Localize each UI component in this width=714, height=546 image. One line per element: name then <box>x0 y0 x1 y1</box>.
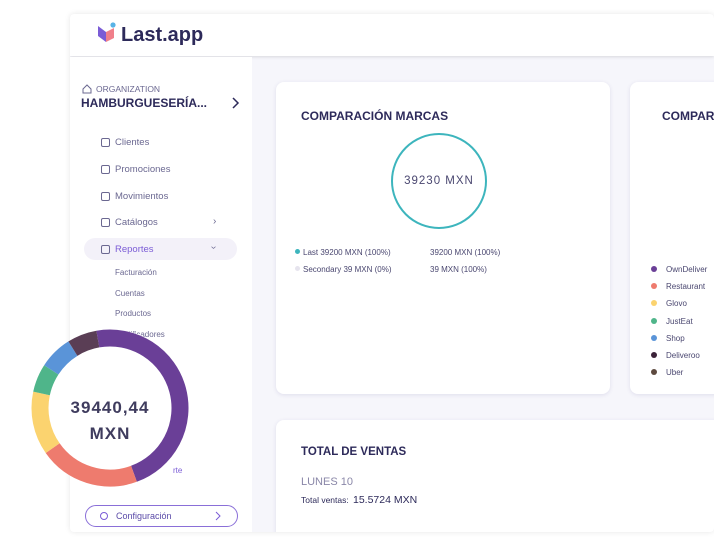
legend-label: Shop <box>666 333 685 343</box>
legend-dot <box>651 266 657 272</box>
org-name[interactable]: HAMBURGUESERÍA... <box>81 96 208 110</box>
card-title: COMPAR <box>662 109 714 123</box>
menu-highlight <box>84 238 237 260</box>
overlay-donut <box>31 329 189 487</box>
menu-item[interactable]: Movimientos <box>115 191 169 202</box>
org-label: ORGANIZATION <box>96 84 161 94</box>
menu-item[interactable]: Reportes <box>115 244 154 255</box>
menu-item[interactable]: Promociones <box>115 164 171 175</box>
donut-segment <box>33 365 59 396</box>
legend-label: JustEat <box>666 316 693 326</box>
header: Last.app <box>70 14 714 56</box>
menu-icon <box>101 138 110 147</box>
config-button[interactable]: Configuración <box>85 505 238 527</box>
config-label: Configuración <box>116 511 172 521</box>
menu-icon <box>101 218 110 227</box>
total-label: Total ventas: <box>301 495 349 505</box>
legend-dot <box>651 352 657 358</box>
donut-segment <box>44 341 78 375</box>
legend-dot <box>651 369 657 376</box>
logo-text: Last.app <box>121 24 204 46</box>
legend-value: 39 MXN (100%) <box>430 265 487 274</box>
donut-segment <box>68 330 100 357</box>
menu-icon <box>101 245 110 254</box>
donut-segment <box>31 391 60 454</box>
gear-icon <box>100 512 108 520</box>
donut-segment <box>45 443 137 487</box>
chevron: › <box>208 245 220 250</box>
card-title: COMPARACIÓN MARCAS <box>301 109 449 123</box>
submenu-item[interactable]: Facturación <box>115 268 157 277</box>
legend-label: OwnDeliver <box>666 265 708 274</box>
donut-bg <box>31 329 189 487</box>
ring-label: 39230 MXN <box>404 175 474 187</box>
chevron <box>215 511 221 521</box>
legend-label: Secondary 39 MXN (0%) <box>303 265 392 274</box>
day: LUNES 10 <box>301 476 353 488</box>
partial-item: rte <box>173 466 183 475</box>
chevron: › <box>213 216 217 227</box>
donut-unit: MXN <box>89 424 131 443</box>
legend-label: Deliveroo <box>666 351 700 360</box>
legend-dot <box>295 266 300 271</box>
legend-dot <box>651 317 657 324</box>
menu-icon <box>101 192 110 201</box>
submenu-item[interactable]: Cuentas <box>115 288 145 298</box>
home-icon <box>82 84 92 94</box>
chevron <box>232 97 240 109</box>
menu-item[interactable]: Clientes <box>115 137 150 148</box>
menu-icon <box>101 165 110 174</box>
brands-card: COMPARACIÓN MARCAS 39230 MXN Last 39200 … <box>276 82 610 394</box>
legend-dot <box>295 249 300 254</box>
submenu-item[interactable]: Modificadores <box>115 329 165 339</box>
legend-label: Glovo <box>666 299 687 309</box>
second-card: COMPAR OwnDeliver Restaurant Glovo JustEat S… <box>630 82 714 394</box>
legend-label: Restaurant <box>666 282 706 292</box>
donut-value: 39440,44 <box>70 398 150 417</box>
logo-icon <box>98 22 116 42</box>
card-title: TOTAL DE VENTAS <box>301 446 407 458</box>
submenu-item[interactable]: Productos <box>115 309 152 318</box>
legend-dot <box>651 283 657 290</box>
legend-label: Uber <box>666 368 684 378</box>
total-value: 15.5724 MXN <box>353 494 418 506</box>
legend-dot <box>651 300 657 307</box>
legend-value: 39200 MXN (100%) <box>430 248 501 257</box>
legend-label: Last 39200 MXN (100%) <box>303 248 391 257</box>
donut-segment <box>96 329 189 482</box>
ring <box>391 133 487 229</box>
menu-item[interactable]: Catálogos <box>115 217 158 228</box>
legend-dot <box>651 334 657 341</box>
sales-card: TOTAL DE VENTAS LUNES 10 Total ventas: 1… <box>276 420 714 532</box>
